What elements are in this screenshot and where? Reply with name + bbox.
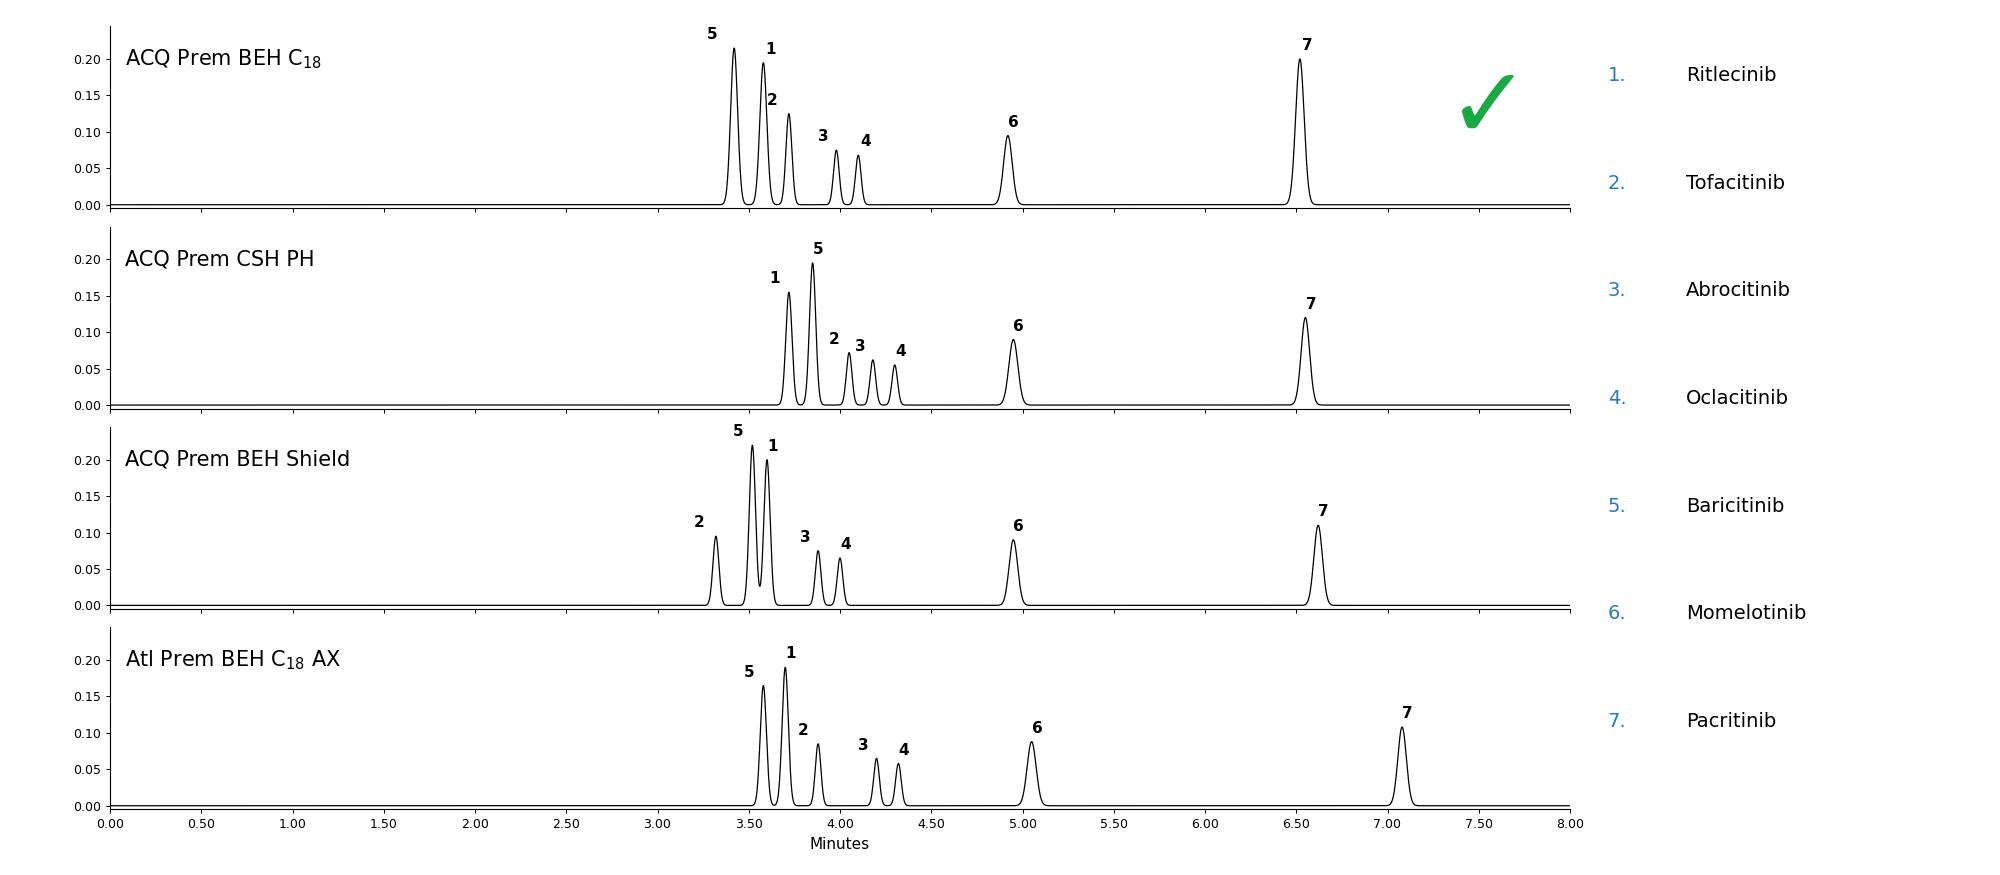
- Text: 4: 4: [898, 743, 910, 758]
- Text: ACQ Prem BEH Shield: ACQ Prem BEH Shield: [124, 450, 350, 470]
- Text: 1: 1: [768, 439, 778, 454]
- Text: 1: 1: [786, 647, 796, 662]
- Text: 7.: 7.: [1608, 712, 1626, 732]
- Text: 2: 2: [768, 93, 778, 108]
- Text: 7: 7: [1402, 706, 1412, 721]
- Text: 4: 4: [840, 537, 850, 552]
- Text: 4.: 4.: [1608, 389, 1626, 408]
- Text: 1: 1: [770, 271, 780, 286]
- Text: 1.: 1.: [1608, 66, 1626, 85]
- Text: ACQ Prem BEH C$_{18}$: ACQ Prem BEH C$_{18}$: [124, 47, 322, 71]
- Text: Abrocitinib: Abrocitinib: [1686, 282, 1790, 300]
- Text: 5: 5: [732, 424, 744, 439]
- Text: 3: 3: [858, 738, 870, 752]
- Text: 6.: 6.: [1608, 605, 1626, 624]
- Text: 5: 5: [812, 242, 824, 257]
- Text: 7: 7: [1302, 38, 1312, 53]
- Text: 6: 6: [1008, 115, 1018, 130]
- Text: 2.: 2.: [1608, 174, 1626, 192]
- Text: 2: 2: [798, 723, 808, 738]
- Text: ✓: ✓: [1446, 61, 1530, 158]
- Text: 6: 6: [1014, 318, 1024, 333]
- Text: Atl Prem BEH C$_{18}$ AX: Atl Prem BEH C$_{18}$ AX: [124, 648, 340, 672]
- Text: 1: 1: [766, 42, 776, 57]
- Text: 3: 3: [818, 130, 828, 144]
- Text: ACQ Prem CSH PH: ACQ Prem CSH PH: [124, 249, 314, 270]
- Text: 2: 2: [830, 332, 840, 346]
- Text: 5: 5: [744, 665, 754, 680]
- X-axis label: Minutes: Minutes: [810, 837, 870, 852]
- Text: 3.: 3.: [1608, 282, 1626, 300]
- Text: 7: 7: [1318, 504, 1328, 520]
- Text: Oclacitinib: Oclacitinib: [1686, 389, 1788, 408]
- Text: Ritlecinib: Ritlecinib: [1686, 66, 1776, 85]
- Text: 4: 4: [894, 344, 906, 359]
- Text: Pacritinib: Pacritinib: [1686, 712, 1776, 732]
- Text: Momelotinib: Momelotinib: [1686, 605, 1806, 624]
- Text: 6: 6: [1014, 519, 1024, 534]
- Text: Tofacitinib: Tofacitinib: [1686, 174, 1784, 192]
- Text: 4: 4: [860, 135, 870, 150]
- Text: 3: 3: [800, 530, 810, 545]
- Text: 6: 6: [1032, 721, 1042, 736]
- Text: 7: 7: [1306, 297, 1316, 311]
- Text: 5: 5: [706, 27, 718, 42]
- Text: 5.: 5.: [1608, 497, 1626, 515]
- Text: 2: 2: [694, 515, 704, 530]
- Text: Baricitinib: Baricitinib: [1686, 497, 1784, 515]
- Text: 3: 3: [854, 340, 866, 354]
